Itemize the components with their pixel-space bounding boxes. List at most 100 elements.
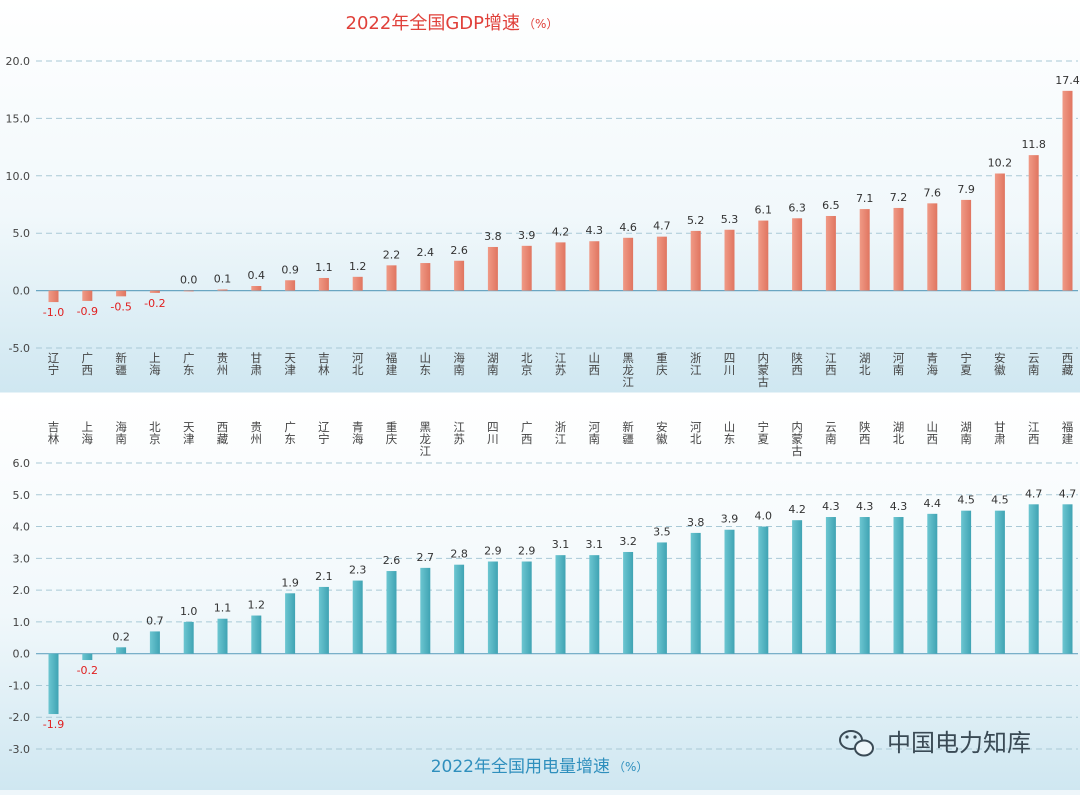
power-bar	[251, 615, 262, 654]
gdp-y-tick-label: 10.0	[6, 170, 31, 183]
gdp-category-label: 新疆	[115, 351, 127, 377]
power-y-tick-label: 1.0	[13, 616, 31, 629]
power-value-label: 1.9	[281, 576, 299, 589]
gdp-category-label: 湖南	[487, 351, 499, 377]
gdp-bar	[792, 218, 803, 291]
gdp-category-label: 内蒙古	[758, 351, 770, 389]
power-value-label: 4.3	[822, 500, 840, 513]
gdp-value-label: 2.4	[417, 246, 435, 259]
gdp-category-label: 山西	[589, 351, 601, 377]
power-bar	[149, 631, 160, 654]
power-bar	[825, 517, 836, 654]
power-value-label: 4.4	[924, 497, 942, 510]
gdp-category-label: 天津	[284, 351, 296, 377]
gdp-category-label: 河南	[893, 351, 905, 377]
power-bar	[893, 517, 904, 654]
gdp-category-label: 广西	[82, 351, 94, 377]
power-bar	[555, 555, 566, 654]
gdp-category-label: 浙江	[690, 351, 702, 377]
gdp-value-label: 7.1	[856, 192, 874, 205]
gdp-category-label: 青海	[927, 351, 939, 377]
power-y-tick-label: -2.0	[9, 711, 30, 724]
power-bar	[656, 542, 667, 654]
power-value-label: 4.3	[890, 500, 908, 513]
power-y-tick-label: 0.0	[13, 648, 31, 661]
gdp-chart: 20.0 15.0 10.0 5.0 0.0 -5.0 -1.0 辽宁 -0.9 广西 -0.5 新疆…	[6, 55, 1080, 389]
gdp-bar	[318, 277, 329, 291]
power-category-label: 广东	[284, 420, 296, 446]
watermark-text: 中国电力知库	[887, 729, 1031, 757]
power-value-label: -1.9	[43, 718, 64, 731]
gdp-bar	[352, 276, 363, 291]
power-category-label: 浙江	[555, 420, 567, 446]
watermark: 中国电力知库	[839, 729, 1031, 757]
power-value-label: 3.8	[687, 516, 705, 529]
wechat-icon	[839, 730, 874, 757]
gdp-value-label: 0.1	[214, 272, 232, 285]
gdp-bar	[690, 230, 701, 291]
gdp-bar	[893, 207, 904, 291]
gdp-category-label: 吉林	[318, 351, 330, 377]
top-panel-bg	[0, 0, 1080, 393]
power-category-label: 江苏	[453, 420, 465, 446]
power-value-label: 2.9	[518, 545, 536, 558]
power-bar	[48, 653, 59, 715]
power-bar	[961, 510, 972, 654]
gdp-category-label: 安徽	[994, 351, 1006, 377]
power-bar	[352, 580, 363, 654]
gdp-bar	[521, 245, 532, 291]
power-bar	[82, 653, 93, 661]
gdp-value-label: 11.8	[1021, 138, 1046, 151]
power-value-label: 3.9	[721, 513, 739, 526]
power-category-label: 西藏	[217, 420, 229, 446]
gdp-value-label: 7.2	[890, 191, 908, 204]
power-bar	[1062, 504, 1073, 654]
gdp-y-tick-label: 5.0	[13, 227, 31, 240]
power-chart-unit: （%）	[613, 760, 648, 774]
power-category-label: 湖北	[893, 420, 905, 446]
power-category-label: 福建	[1062, 420, 1074, 446]
gdp-value-label: 0.0	[180, 274, 198, 287]
power-bar	[487, 561, 498, 654]
power-value-label: 4.3	[856, 500, 874, 513]
power-category-label: 四川	[487, 420, 499, 446]
gdp-value-label: 2.2	[383, 248, 401, 261]
gdp-bar	[825, 215, 836, 291]
power-y-tick-label: 2.0	[13, 584, 31, 597]
gdp-value-label: -0.9	[77, 305, 98, 318]
power-bar	[690, 532, 701, 654]
gdp-category-label: 上海	[149, 351, 161, 377]
gdp-value-label: 4.3	[586, 224, 604, 237]
power-category-label: 重庆	[386, 420, 398, 446]
power-value-label: 1.0	[180, 605, 198, 618]
gdp-value-label: 10.2	[988, 157, 1013, 170]
power-y-tick-label: 5.0	[13, 489, 31, 502]
gdp-category-label: 海南	[453, 351, 465, 377]
power-bar	[285, 593, 296, 654]
gdp-bar	[251, 286, 262, 291]
power-bar	[116, 647, 127, 654]
power-category-label: 天津	[183, 420, 195, 446]
power-category-label: 宁夏	[758, 420, 770, 446]
power-category-label: 河南	[589, 420, 601, 446]
power-bar	[758, 526, 769, 654]
power-bar	[420, 567, 431, 654]
gdp-value-label: 6.5	[822, 199, 840, 212]
gdp-category-label: 江西	[825, 351, 837, 377]
gdp-value-label: 1.2	[349, 260, 367, 273]
power-category-label: 河北	[690, 420, 702, 446]
gdp-category-label: 河北	[352, 351, 364, 377]
power-category-label: 江西	[1028, 420, 1040, 446]
power-value-label: 1.1	[214, 602, 232, 615]
gdp-value-label: -0.2	[144, 297, 165, 310]
power-bar	[724, 529, 735, 654]
power-bar	[217, 618, 228, 654]
power-value-label: 3.1	[552, 538, 570, 551]
gdp-bar	[48, 290, 59, 303]
gdp-category-label: 西藏	[1062, 351, 1074, 377]
power-value-label: 3.5	[653, 525, 671, 538]
gdp-value-label: 5.2	[687, 214, 705, 227]
power-category-label: 湖南	[960, 420, 972, 446]
power-category-label: 上海	[82, 420, 94, 446]
